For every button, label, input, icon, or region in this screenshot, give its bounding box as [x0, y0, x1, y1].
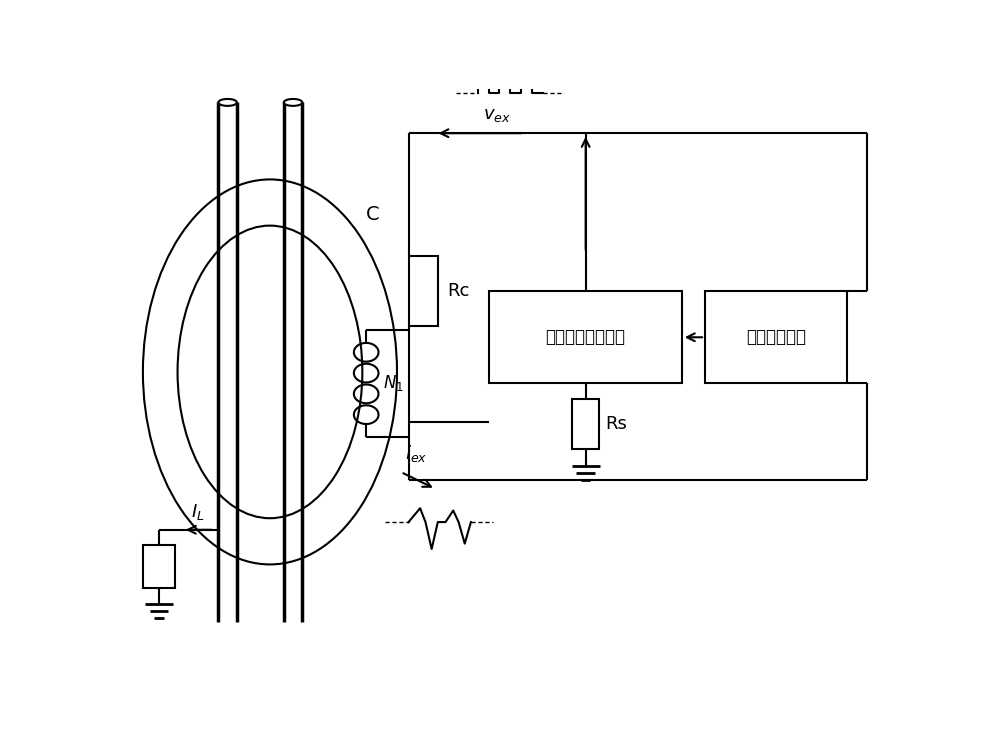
Text: $I_L$: $I_L$: [191, 502, 204, 522]
Ellipse shape: [218, 99, 237, 106]
Text: C: C: [366, 204, 380, 224]
Ellipse shape: [143, 179, 397, 565]
Bar: [409, 256, 438, 325]
Text: $N_1$: $N_1$: [383, 373, 404, 393]
Text: Rs: Rs: [605, 415, 627, 433]
Bar: [489, 291, 682, 384]
Text: Rc: Rc: [447, 282, 469, 300]
Ellipse shape: [178, 226, 362, 518]
Text: 自适应方波激励源: 自适应方波激励源: [546, 328, 626, 346]
Bar: [572, 399, 599, 449]
Text: $i_{ex}$: $i_{ex}$: [405, 444, 427, 464]
Bar: [143, 545, 175, 587]
Text: 检测控制模块: 检测控制模块: [746, 328, 806, 346]
Bar: [705, 291, 847, 384]
Text: $v_{ex}$: $v_{ex}$: [483, 106, 511, 124]
Ellipse shape: [284, 99, 302, 106]
